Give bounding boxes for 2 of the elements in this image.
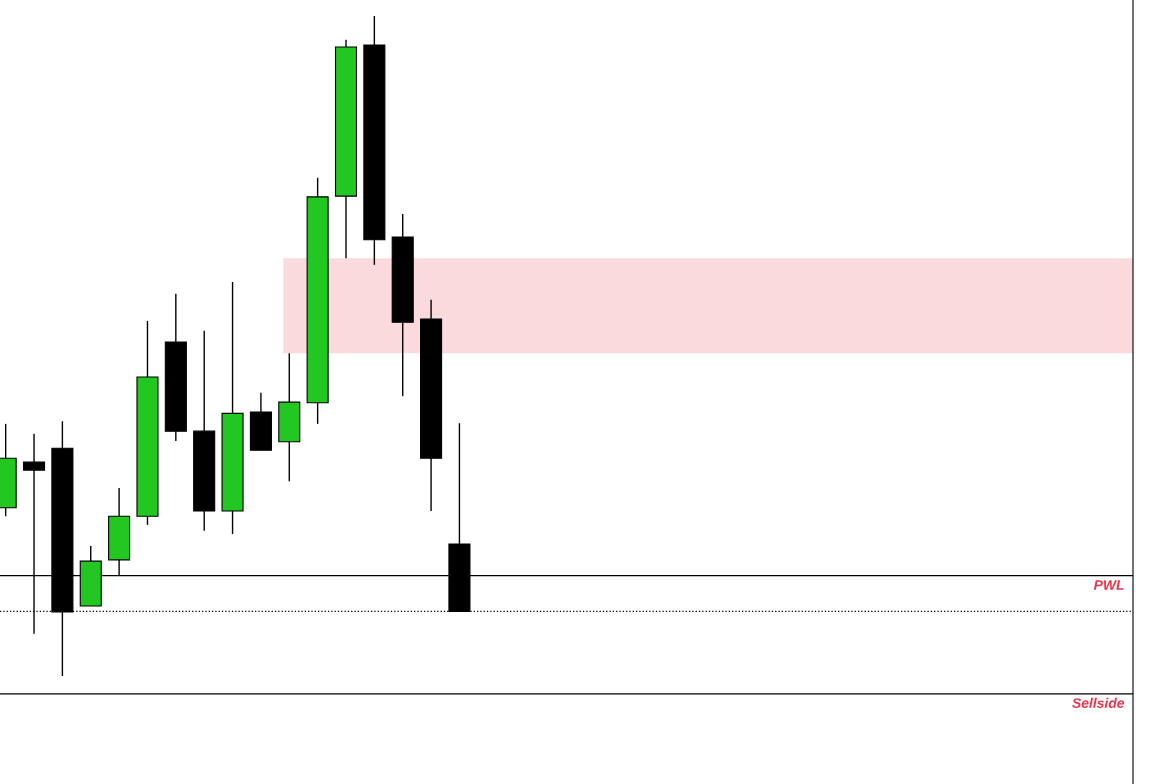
ref-line-label: PWL xyxy=(1093,580,1124,590)
ref-line-label: Sellside xyxy=(1072,697,1125,708)
